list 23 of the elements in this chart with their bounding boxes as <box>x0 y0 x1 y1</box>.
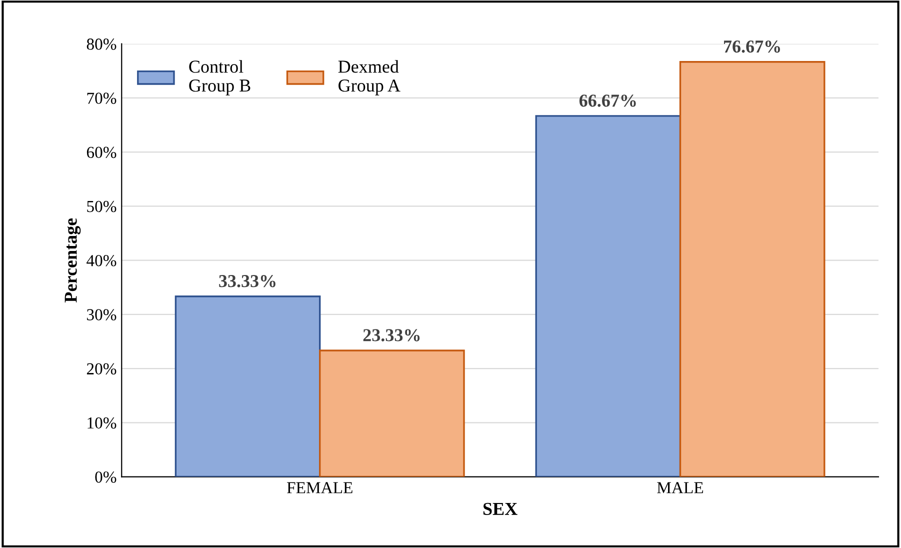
data-label: 23.33% <box>363 329 420 342</box>
y-tick-label: 10% <box>88 417 116 429</box>
y-tick-label: 60% <box>86 146 116 158</box>
y-tick-label: 50% <box>87 200 116 212</box>
y-tick-label: 40% <box>86 255 116 266</box>
y-tick-label: 0% <box>95 471 116 483</box>
legend-label: Dexmed Group A <box>338 60 400 96</box>
data-label: 66.67% <box>579 94 636 107</box>
y-tick-label: 70% <box>87 92 116 104</box>
bar <box>535 115 682 477</box>
bar <box>174 296 321 477</box>
y-tick-label: 80% <box>86 38 116 50</box>
y-axis-title: Percentage <box>64 218 81 302</box>
data-label: 33.33% <box>219 274 276 288</box>
x-axis-title: SEX <box>483 502 518 515</box>
bar <box>319 350 465 477</box>
x-tick-label: MALE <box>657 482 704 494</box>
x-tick-label: FEMALE <box>287 482 352 494</box>
y-tick-label: 30% <box>87 309 116 320</box>
y-tick-label: 20% <box>86 363 116 375</box>
data-label: 76.67% <box>724 40 780 53</box>
bar <box>679 61 826 477</box>
legend-label: Control Group B <box>189 60 250 96</box>
